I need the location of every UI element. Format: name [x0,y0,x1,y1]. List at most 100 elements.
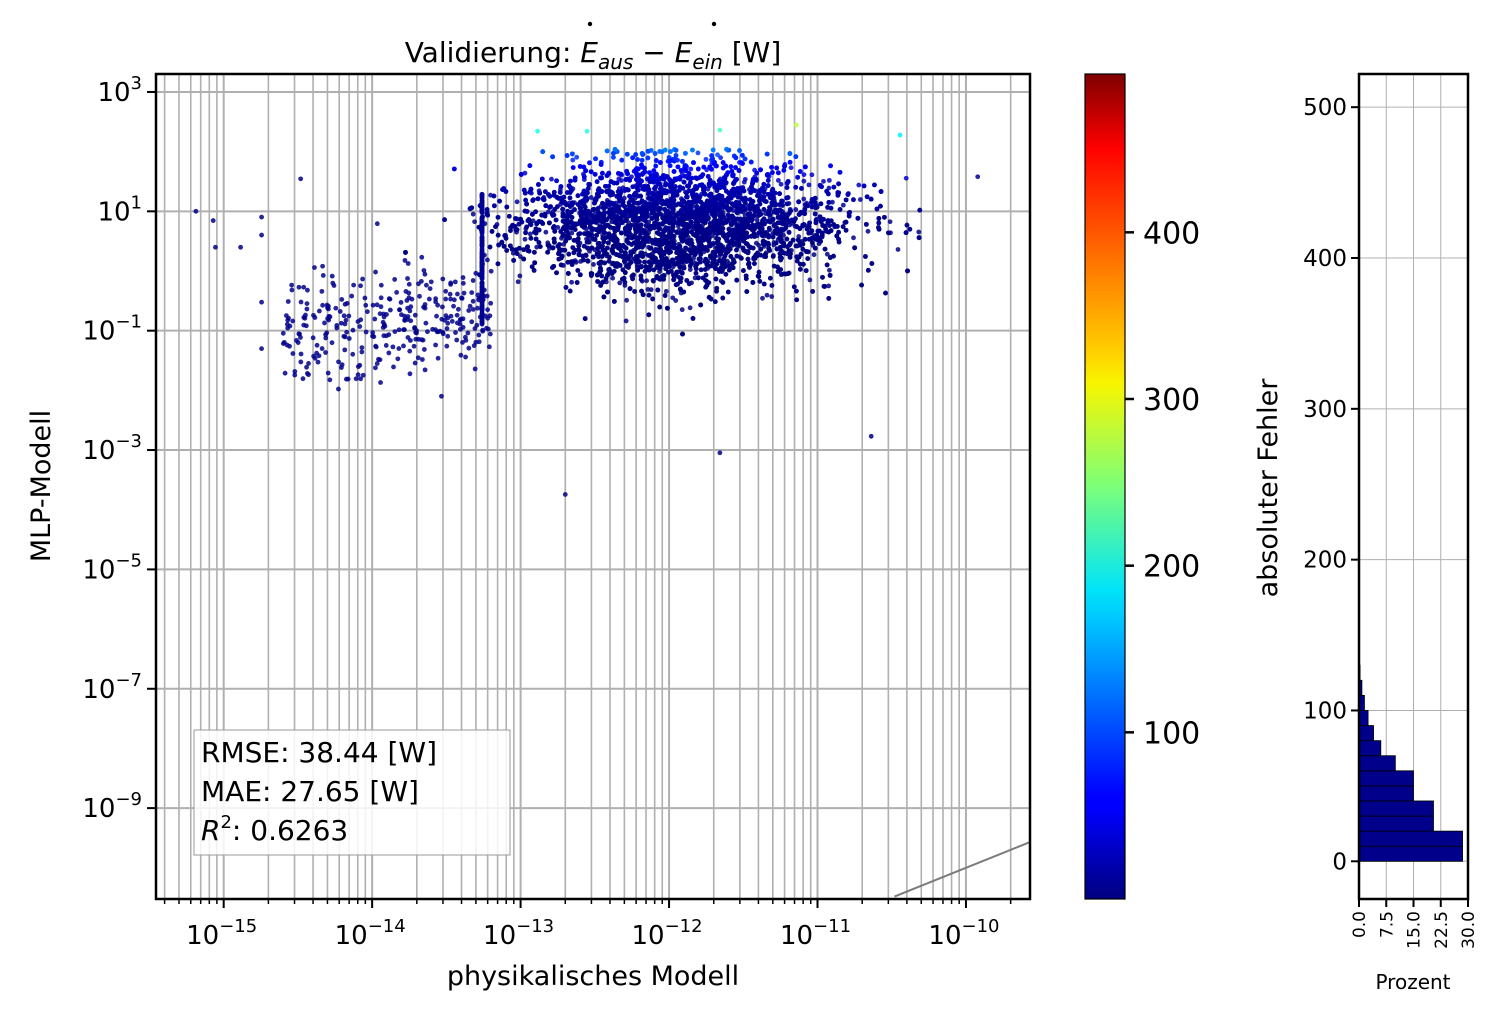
scatter-point [577,164,583,169]
scatter-point [673,147,679,153]
scatter-point [684,278,690,283]
scatter-point [718,209,724,215]
scatter-point [795,237,801,243]
scatter-point [698,174,704,179]
scatter-point [487,244,493,250]
scatter-point [522,236,528,242]
scatter-point [746,260,752,266]
scatter-point [560,231,566,237]
scatter-point [533,230,539,236]
scatter-point [623,177,629,182]
scatter-point [528,235,534,241]
scatter-point [714,240,720,246]
scatter-point [545,209,551,215]
scatter-point [570,165,576,171]
scatter-point [738,255,744,261]
scatter-point [718,204,724,209]
scatter-point [824,251,830,257]
scatter-point [749,186,755,192]
scatter-point [575,268,581,273]
scatter-point [743,235,748,241]
scatter-point [599,273,605,279]
scatter-point [545,249,551,255]
scatter-point [667,158,673,164]
scatter-point [657,160,663,165]
scatter-point [622,279,628,285]
scatter-point [736,168,742,173]
scatter-point [639,157,645,163]
scatter-point [656,259,662,265]
scatter-point [656,198,662,204]
scatter-point [451,166,457,172]
scatter-point [536,227,542,233]
scatter-point [672,156,678,162]
scatter-point [648,174,654,179]
scatter-point [822,246,828,252]
scatter-point [523,197,529,203]
scatter-point [752,261,757,266]
scatter-point [759,226,765,232]
scatter-point [805,256,811,262]
scatter-point [702,267,708,272]
scatter-point [617,262,623,268]
scatter-point [686,170,692,176]
scatter-point [578,199,583,205]
scatter-point [760,295,765,301]
scatter-point [752,255,758,261]
scatter-point [758,246,764,252]
scatter-point [686,199,692,205]
scatter-point [721,185,727,190]
scatter-point [547,193,553,199]
scatter-point [568,178,573,184]
scatter-point [642,268,648,274]
scatter-point [826,296,832,301]
scatter-point [567,195,573,201]
scatter-point [729,221,734,227]
scatter-point [869,261,875,266]
scatter-point [582,204,588,210]
scatter-point [704,278,709,284]
scatter-point [740,245,746,251]
scatter-point [778,267,784,272]
scatter-point [517,273,523,279]
scatter-point [663,288,669,294]
scatter-point [765,178,771,183]
scatter-point [794,297,800,303]
scatter-point [521,247,527,253]
scatter-point [757,278,763,284]
scatter-point [859,282,864,288]
scatter-point [558,184,564,189]
scatter-point [818,218,824,224]
scatter-point [602,248,608,253]
scatter-point [639,178,644,184]
scatter-point [618,171,624,177]
scatter-point [569,151,575,157]
scatter-point [655,287,661,293]
scatter-point [585,245,590,251]
scatter-point [856,182,862,188]
scatter-point [514,199,520,205]
scatter-point [557,246,562,252]
scatter-point [621,275,627,281]
scatter-point [758,167,763,173]
scatter-point [651,168,657,174]
scatter-point [797,169,803,174]
scatter-point [522,208,528,214]
scatter-point [564,228,570,234]
scatter-point [843,197,849,203]
scatter-point [741,179,747,185]
scatter-point [670,215,675,221]
scatter-point [800,246,806,252]
scatter-point [708,191,714,197]
scatter-point [484,210,490,216]
scatter-point [711,213,717,219]
scatter-point [491,193,497,199]
scatter-point [724,204,730,210]
scatter-point [581,164,587,170]
scatter-point [714,235,719,241]
scatter-point [529,211,535,217]
scatter-point [728,254,734,259]
scatter-point [550,245,556,251]
scatter-point [723,188,729,194]
scatter-point [824,262,830,268]
